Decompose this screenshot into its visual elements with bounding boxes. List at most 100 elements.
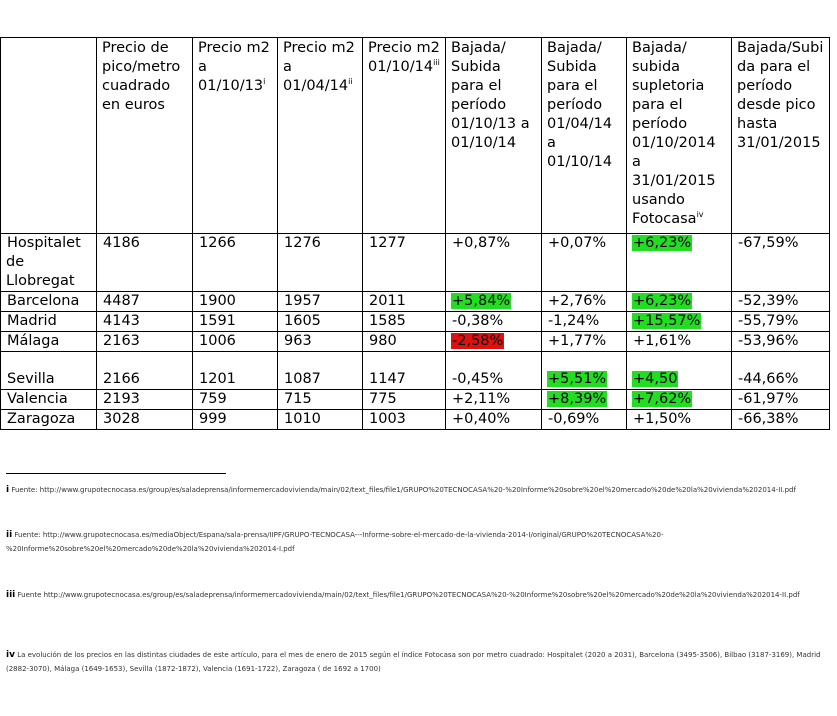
table-body: Hospitalet de Llobregat 4186 1266 1276 1277 +… — [0, 233, 830, 430]
value-cell: -61,97% — [731, 389, 830, 410]
value-cell: 4143 — [96, 311, 193, 332]
value-cell: -44,66% — [731, 351, 830, 390]
cell-value: +6,23% — [632, 293, 693, 309]
footnote-2: ii Fuente: http://www.grupotecnocasa.es/… — [6, 528, 836, 556]
cell-value: +15,57% — [632, 313, 702, 329]
city-name: Zaragoza — [7, 411, 76, 427]
footnote-mark: iv — [6, 650, 15, 660]
footnote-text: Fuente: http://www.grupotecnocasa.es/med… — [6, 531, 664, 553]
header-cell-1: Precio de pico/metro cuadrado en euros — [96, 37, 193, 234]
value-cell: -52,39% — [731, 291, 830, 312]
value-cell: +2,11% — [445, 389, 542, 410]
footnote-4: iv La evolución de los precios en las di… — [6, 648, 836, 676]
value-cell: 2193 — [96, 389, 193, 410]
cell-value: +0,40% — [452, 411, 511, 427]
footnote-1: i Fuente: http://www.grupotecnocasa.es/g… — [6, 483, 836, 497]
header-label: Bajada/Subida para el período desde pico… — [737, 40, 824, 151]
footnote-ref: i — [263, 77, 266, 87]
value-cell: 759 — [192, 389, 278, 410]
value-cell: -2,58% — [445, 331, 542, 352]
value-cell: -66,38% — [731, 409, 830, 430]
value-cell: 1087 — [277, 351, 363, 390]
cell-value: 2193 — [103, 391, 140, 407]
footnote-ref: iv — [696, 210, 704, 220]
cell-value: -44,66% — [738, 371, 799, 387]
value-cell: +0,87% — [445, 233, 542, 292]
footnote-mark: i — [6, 485, 10, 495]
table-header-row: Precio de pico/metro cuadrado en euros Pr… — [0, 37, 830, 234]
value-cell: 715 — [277, 389, 363, 410]
city-cell: Barcelona — [0, 291, 97, 312]
cell-value: +2,11% — [452, 391, 511, 407]
cell-value: +1,77% — [548, 333, 607, 349]
footnote-mark: iii — [6, 590, 16, 600]
cell-value: 2163 — [103, 333, 140, 349]
cell-value: +1,50% — [633, 411, 692, 427]
footnote-text: Fuente http://www.grupotecnocasa.es/grou… — [17, 591, 800, 599]
header-cell-5: Bajada/ Subida para el período 01/10/13 … — [445, 37, 542, 234]
city-cell: Málaga — [0, 331, 97, 352]
cell-value: 1201 — [199, 371, 236, 387]
value-cell: 775 — [362, 389, 446, 410]
cell-value: 1087 — [284, 371, 321, 387]
cell-value: +6,23% — [632, 235, 693, 251]
value-cell: -1,24% — [541, 311, 627, 332]
city-name: Madrid — [7, 313, 57, 329]
value-cell: +0,07% — [541, 233, 627, 292]
value-cell: -53,96% — [731, 331, 830, 352]
header-cell-7: Bajada/ subida supletoria para el períod… — [626, 37, 732, 234]
cell-value: -67,59% — [738, 235, 799, 251]
cell-value: 715 — [284, 391, 312, 407]
value-cell: 1585 — [362, 311, 446, 332]
cell-value: 1957 — [284, 293, 321, 309]
footnote-3: iii Fuente http://www.grupotecnocasa.es/… — [6, 588, 836, 602]
cell-value: -0,38% — [452, 313, 504, 329]
value-cell: 1266 — [192, 233, 278, 292]
city-cell: Zaragoza — [0, 409, 97, 430]
value-cell: -67,59% — [731, 233, 830, 292]
value-cell: 1010 — [277, 409, 363, 430]
value-cell: -0,38% — [445, 311, 542, 332]
value-cell: -0,69% — [541, 409, 627, 430]
value-cell: +6,23% — [626, 291, 732, 312]
cell-value: -61,97% — [738, 391, 799, 407]
footnote-text: Fuente: http://www.grupotecnocasa.es/gro… — [11, 486, 796, 494]
city-name: Hospitalet de Llobregat — [6, 235, 81, 289]
cell-value: -52,39% — [738, 293, 799, 309]
price-table: Precio de pico/metro cuadrado en euros Pr… — [0, 37, 830, 430]
cell-value: 1276 — [284, 235, 321, 251]
value-cell: 1003 — [362, 409, 446, 430]
cell-value: 1010 — [284, 411, 321, 427]
value-cell: +1,77% — [541, 331, 627, 352]
cell-value: +1,61% — [633, 333, 692, 349]
cell-value: 2166 — [103, 371, 140, 387]
cell-value: -0,69% — [548, 411, 600, 427]
value-cell: -55,79% — [731, 311, 830, 332]
cell-value: -1,24% — [548, 313, 600, 329]
footnote-text: La evolución de los precios en las disti… — [6, 651, 821, 673]
cell-value: -66,38% — [738, 411, 799, 427]
value-cell: 4487 — [96, 291, 193, 312]
cell-value: +5,51% — [547, 371, 608, 387]
header-label: Precio m2 a 01/04/14 — [283, 40, 355, 94]
cell-value: 775 — [369, 391, 397, 407]
value-cell: 1957 — [277, 291, 363, 312]
cell-value: +0,87% — [452, 235, 511, 251]
table-row: Sevilla 2166 1201 1087 1147 -0,45% +5,51% +4,50… — [0, 351, 830, 390]
header-cell-2: Precio m2 a 01/10/13i — [192, 37, 278, 234]
header-label: Bajada/ Subida para el período 01/10/13 … — [451, 40, 530, 151]
footnote-separator — [6, 473, 226, 474]
value-cell: +1,61% — [626, 331, 732, 352]
value-cell: +6,23% — [626, 233, 732, 292]
cell-value: 3028 — [103, 411, 140, 427]
city-cell: Madrid — [0, 311, 97, 332]
cell-value: -0,45% — [452, 371, 504, 387]
cell-value: 2011 — [369, 293, 406, 309]
value-cell: 999 — [192, 409, 278, 430]
value-cell: 1276 — [277, 233, 363, 292]
cell-value: +7,62% — [632, 391, 693, 407]
cell-value: +2,76% — [548, 293, 607, 309]
value-cell: 2163 — [96, 331, 193, 352]
cell-value: 1147 — [369, 371, 406, 387]
cell-value: 4143 — [103, 313, 140, 329]
